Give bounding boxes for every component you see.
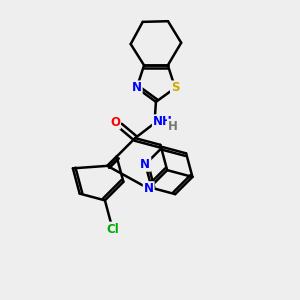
Text: Cl: Cl [106, 223, 119, 236]
Text: N: N [144, 182, 154, 195]
Text: S: S [171, 81, 179, 94]
Text: NH: NH [153, 115, 173, 128]
Text: N: N [132, 81, 142, 94]
Text: H: H [168, 120, 178, 133]
Text: N: N [140, 158, 150, 171]
Text: O: O [110, 116, 120, 129]
